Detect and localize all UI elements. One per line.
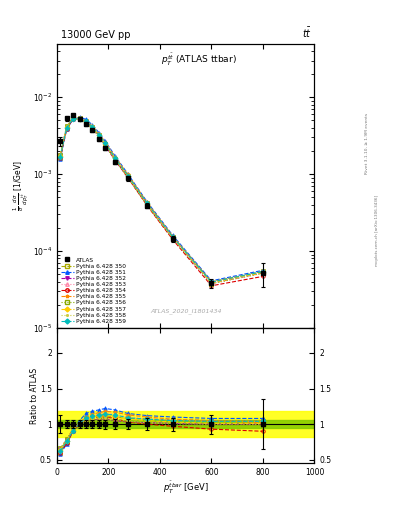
- X-axis label: $p^{\bar{t}bar}_T$ [GeV]: $p^{\bar{t}bar}_T$ [GeV]: [163, 480, 209, 496]
- Text: mcplots.cern.ch [arXiv:1306.3436]: mcplots.cern.ch [arXiv:1306.3436]: [375, 195, 379, 266]
- Bar: [57, 420, 314, 429]
- Y-axis label: $\frac{1}{\sigma}$ $\frac{d\sigma}{d p_T^{t\bar{t}}}$ [1/GeV]: $\frac{1}{\sigma}$ $\frac{d\sigma}{d p_T…: [12, 160, 31, 211]
- Text: Rivet 3.1.10, ≥ 1.9M events: Rivet 3.1.10, ≥ 1.9M events: [365, 113, 369, 174]
- Bar: [57, 411, 314, 437]
- Y-axis label: Ratio to ATLAS: Ratio to ATLAS: [29, 368, 39, 424]
- Text: ATLAS_2020_I1801434: ATLAS_2020_I1801434: [150, 308, 221, 314]
- Text: 13000 GeV pp: 13000 GeV pp: [61, 30, 130, 40]
- Legend: ATLAS, Pythia 6.428 350, Pythia 6.428 351, Pythia 6.428 352, Pythia 6.428 353, P: ATLAS, Pythia 6.428 350, Pythia 6.428 35…: [60, 257, 127, 325]
- Text: $t\bar{t}$: $t\bar{t}$: [303, 26, 312, 40]
- Text: $p_T^{t\bar{t}}$ (ATLAS ttbar): $p_T^{t\bar{t}}$ (ATLAS ttbar): [161, 52, 237, 68]
